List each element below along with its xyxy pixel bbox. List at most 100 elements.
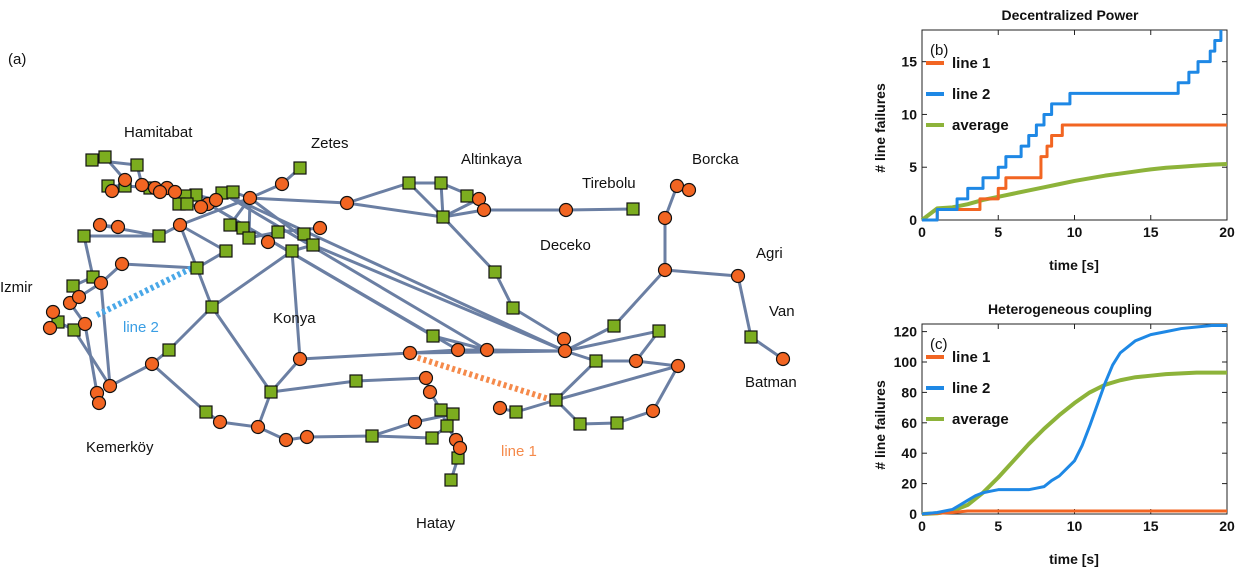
generator-node bbox=[509, 405, 523, 419]
generator-node bbox=[67, 323, 81, 337]
plot-b-xtick-label: 0 bbox=[918, 224, 926, 240]
line-2-label: line 2 bbox=[123, 319, 159, 336]
load-node bbox=[114, 256, 130, 272]
transmission-line bbox=[210, 249, 294, 309]
transmission-line bbox=[612, 268, 667, 328]
generator-node bbox=[180, 197, 194, 211]
load-node bbox=[110, 219, 126, 235]
plot-c-legend-label: line 2 bbox=[952, 380, 990, 397]
plot-b-panel-label: (b) bbox=[930, 42, 948, 59]
plot-c-ytick-label: 20 bbox=[901, 476, 917, 492]
load-node bbox=[212, 414, 228, 430]
transmission-line bbox=[431, 334, 489, 352]
line-1-dashed bbox=[411, 353, 553, 403]
plot-heterogeneous-coupling: Heterogeneous coupling (c) time [s] # li… bbox=[872, 301, 1235, 567]
generator-node bbox=[446, 407, 460, 421]
load-node bbox=[260, 234, 276, 250]
plot-b-xtick-label: 15 bbox=[1143, 224, 1159, 240]
generator-node bbox=[66, 279, 80, 293]
load-node bbox=[71, 289, 87, 305]
generator-node bbox=[444, 473, 458, 487]
generator-node bbox=[610, 416, 624, 430]
line-1-label: line 1 bbox=[501, 443, 537, 460]
load-node bbox=[657, 262, 673, 278]
transmission-line bbox=[83, 322, 99, 395]
load-node bbox=[452, 440, 468, 456]
load-node bbox=[407, 414, 423, 430]
generator-node bbox=[426, 329, 440, 343]
city-label-zetes: Zetes bbox=[311, 135, 349, 152]
transmission-line bbox=[370, 420, 417, 438]
plot-b-ytick-label: 5 bbox=[909, 159, 917, 175]
transmission-line bbox=[178, 223, 228, 253]
load-node bbox=[557, 343, 573, 359]
load-node bbox=[208, 192, 224, 208]
generator-node bbox=[440, 419, 454, 433]
generator-node bbox=[242, 231, 256, 245]
generator-node bbox=[162, 343, 176, 357]
load-node bbox=[45, 304, 61, 320]
transmission-line bbox=[108, 362, 154, 388]
city-label-hatay: Hatay bbox=[416, 515, 456, 532]
city-label-batman: Batman bbox=[745, 374, 797, 391]
plot-decentralized-power: Decentralized Power (b) time [s] # line … bbox=[872, 7, 1235, 273]
city-label-kemerkoy: Kemerköy bbox=[86, 439, 154, 456]
plot-c-xtick-label: 0 bbox=[918, 518, 926, 534]
plot-c-ytick-label: 40 bbox=[901, 445, 917, 461]
load-node bbox=[558, 202, 574, 218]
load-node bbox=[657, 210, 673, 226]
load-node bbox=[730, 268, 746, 284]
plot-c-ylabel: # line failures bbox=[872, 380, 888, 470]
load-node bbox=[628, 353, 644, 369]
plot-c-ytick-label: 0 bbox=[909, 506, 917, 522]
generator-node bbox=[607, 319, 621, 333]
generator-node bbox=[549, 393, 563, 407]
city-labels: Hamitabat Zetes Altinkaya Tirebolu Borck… bbox=[0, 124, 797, 532]
generator-node bbox=[205, 300, 219, 314]
generator-node bbox=[130, 158, 144, 172]
transmission-line bbox=[99, 281, 112, 388]
plot-b-series-line-2 bbox=[922, 30, 1223, 222]
transmission-line bbox=[441, 215, 497, 274]
plot-b-title: Decentralized Power bbox=[1002, 7, 1139, 23]
plot-c-series-average bbox=[921, 370, 1227, 516]
generator-node bbox=[434, 176, 448, 190]
transmission-line bbox=[120, 262, 199, 270]
city-label-deceko: Deceko bbox=[540, 237, 591, 254]
transmission-line bbox=[663, 268, 740, 278]
transmission-line bbox=[511, 306, 566, 341]
plot-b-legend-label: line 1 bbox=[952, 55, 990, 72]
transmission-line bbox=[82, 234, 95, 279]
transmission-line bbox=[298, 351, 412, 361]
generator-node bbox=[85, 153, 99, 167]
plot-b-legend-label: line 2 bbox=[952, 86, 990, 103]
line-2-dashed bbox=[95, 263, 198, 318]
load-node bbox=[670, 358, 686, 374]
plot-b-xtick-label: 20 bbox=[1219, 224, 1235, 240]
generator-node bbox=[365, 429, 379, 443]
city-label-konya: Konya bbox=[273, 310, 316, 327]
plot-c-legend-label: average bbox=[952, 411, 1009, 428]
generator-node bbox=[226, 185, 240, 199]
grid-nodes bbox=[42, 150, 791, 487]
highlighted-lines bbox=[95, 263, 553, 403]
load-node bbox=[274, 176, 290, 192]
city-label-agri: Agri bbox=[756, 245, 783, 262]
transmission-line bbox=[354, 376, 428, 383]
plot-b-legend-label: average bbox=[952, 117, 1009, 134]
transmission-line bbox=[290, 249, 302, 361]
load-node bbox=[167, 184, 183, 200]
transmission-line bbox=[563, 329, 661, 353]
generator-node bbox=[589, 354, 603, 368]
load-node bbox=[476, 202, 492, 218]
transmission-line bbox=[305, 434, 374, 439]
plot-c-series-line-1 bbox=[921, 509, 1227, 516]
city-label-altinkaya: Altinkaya bbox=[461, 151, 523, 168]
plot-c-xlabel: time [s] bbox=[1049, 551, 1099, 567]
city-label-izmir: Izmir bbox=[0, 279, 33, 296]
plot-c-xtick-label: 20 bbox=[1219, 518, 1235, 534]
load-node bbox=[134, 177, 150, 193]
city-label-tirebolu: Tirebolu bbox=[582, 175, 636, 192]
load-node bbox=[339, 195, 355, 211]
generator-node bbox=[190, 261, 204, 275]
